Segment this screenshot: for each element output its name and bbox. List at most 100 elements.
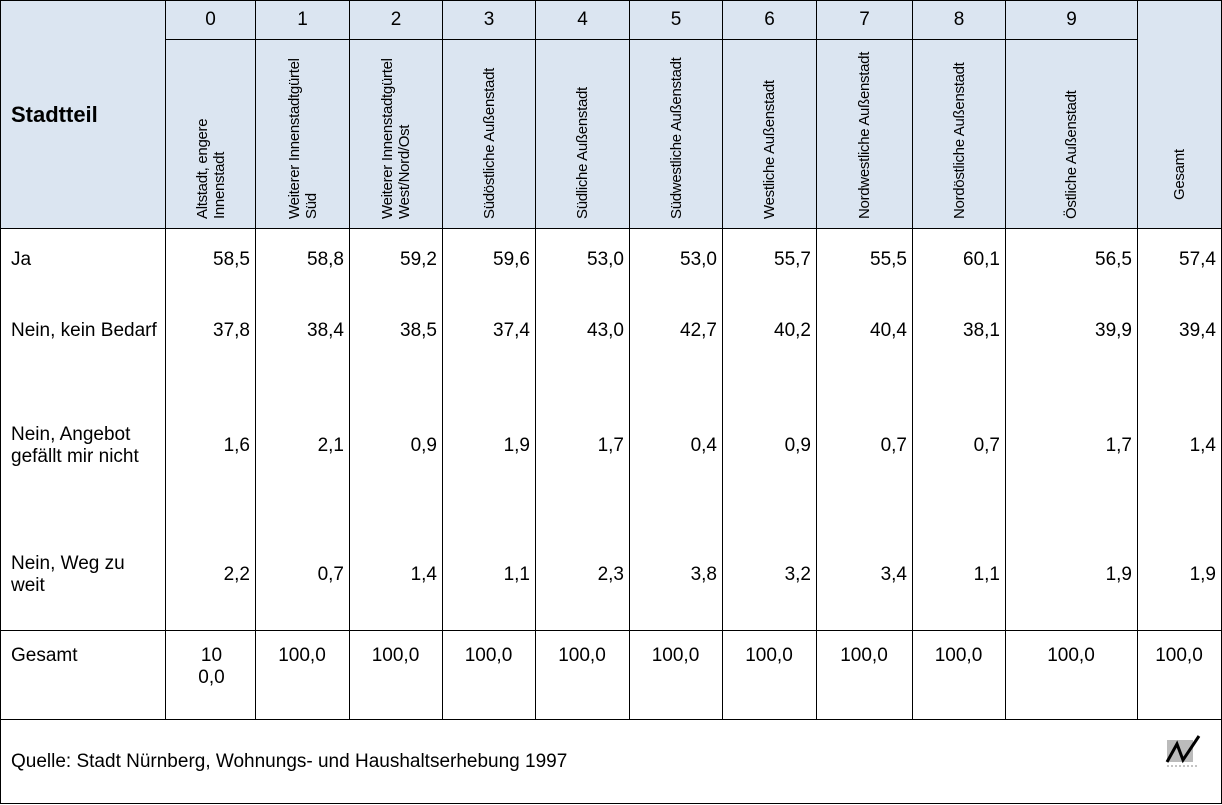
column-label-text: Altstadt, engere Innenstadt <box>193 118 228 219</box>
cell: 38,1 <box>912 290 1006 371</box>
cell: 39,9 <box>1005 290 1138 371</box>
column-label-text: Südwestliche Außenstadt <box>667 57 685 219</box>
cell: 40,4 <box>816 290 913 371</box>
header-row: Stadtteil 0 1 2 3 4 5 6 7 8 9 Gesamt <box>0 0 1222 229</box>
cell: 1,1 <box>442 520 536 631</box>
cell: 1,9 <box>1005 520 1138 631</box>
cell: 60,1 <box>912 228 1006 291</box>
column-label-text: Südöstliche Außenstadt <box>480 67 498 219</box>
total-row: Gesamt 100,0 100,0 100,0 100,0 100,0 100,0 100,… <box>0 630 1222 720</box>
cell: 0,7 <box>816 370 913 521</box>
cell: 3,8 <box>629 520 723 631</box>
cell: 2,2 <box>165 520 256 631</box>
cell: 58,8 <box>255 228 350 291</box>
data-row: Nein, Angebot gefällt mir nicht 1,6 2,1 0,9… <box>0 370 1222 521</box>
column-label: Westliche Außenstadt <box>722 39 817 229</box>
header-row: Altstadt, engere Innenstadt Weiterer Inne… <box>1 39 1222 229</box>
column-number: 8 <box>912 0 1006 40</box>
column-label-text: Nordöstliche Außenstadt <box>950 62 968 219</box>
row-label: Ja <box>0 228 166 291</box>
total-header: Gesamt <box>1137 0 1222 229</box>
column-number: 5 <box>629 0 723 40</box>
column-number: 1 <box>255 0 350 40</box>
column-label: Südwestliche Außenstadt <box>629 39 723 229</box>
row-label: Nein, kein Bedarf <box>0 290 166 371</box>
cell: 37,4 <box>442 290 536 371</box>
column-number: 4 <box>535 0 630 40</box>
cell: 1,1 <box>912 520 1006 631</box>
cell: 0,7 <box>912 370 1006 521</box>
cell: 1,4 <box>349 520 443 631</box>
row-header: Stadtteil <box>0 0 166 229</box>
cell: 100,0 <box>442 630 536 720</box>
row-label: Gesamt <box>0 630 166 720</box>
data-row: Nein, Weg zu weit 2,2 0,7 1,4 1,1 2,3 3,8 3,2 3,… <box>0 520 1222 631</box>
cell: 100,0 <box>912 630 1006 720</box>
cell: 100,0 <box>535 630 630 720</box>
cell: 3,2 <box>722 520 817 631</box>
cell: 40,2 <box>722 290 817 371</box>
cell: 2,3 <box>535 520 630 631</box>
cell: 56,5 <box>1005 228 1138 291</box>
cell: 1,7 <box>1005 370 1138 521</box>
cell: 55,5 <box>816 228 913 291</box>
cell: 100,0 <box>816 630 913 720</box>
cell: 3,4 <box>816 520 913 631</box>
cell: 1,9 <box>442 370 536 521</box>
column-label-text: Südliche Außenstadt <box>574 87 591 219</box>
cell: 100,0 <box>1005 630 1138 720</box>
cell: 100,0 <box>349 630 443 720</box>
cell: 100,0 <box>1137 630 1222 720</box>
cell: 55,7 <box>722 228 817 291</box>
cell: 100,0 <box>255 630 350 720</box>
cell: 57,4 <box>1137 228 1222 291</box>
cell: 100,0 <box>629 630 723 720</box>
column-label-text: Weiterer Innenstadtgürtel Süd <box>285 58 320 219</box>
column-number: 7 <box>816 0 913 40</box>
column-label: Südöstliche Außenstadt <box>442 39 536 229</box>
column-number: 3 <box>442 0 536 40</box>
column-number: 2 <box>349 0 443 40</box>
column-label: Südliche Außenstadt <box>535 39 630 229</box>
logo-icon <box>1165 735 1201 767</box>
column-label: Weiterer Innenstadtgürtel West/Nord/Ost <box>349 39 443 229</box>
column-number: 0 <box>165 0 256 40</box>
column-label: Nordwestliche Außenstadt <box>816 39 913 229</box>
row-label: Nein, Weg zu weit <box>0 520 166 631</box>
cell: 43,0 <box>535 290 630 371</box>
cell: 42,7 <box>629 290 723 371</box>
cell: 1,7 <box>535 370 630 521</box>
cell: 53,0 <box>535 228 630 291</box>
column-number: 6 <box>722 0 817 40</box>
cell: 38,4 <box>255 290 350 371</box>
column-label-text: Westliche Außenstadt <box>761 80 778 219</box>
cell: 59,2 <box>349 228 443 291</box>
total-header-text: Gesamt <box>1171 148 1188 200</box>
cell: 1,4 <box>1137 370 1222 521</box>
column-label-text: Nordwestliche Außenstadt <box>856 51 873 219</box>
column-label: Nordöstliche Außenstadt <box>912 39 1006 229</box>
cell: 0,9 <box>722 370 817 521</box>
cell: 38,5 <box>349 290 443 371</box>
column-label-text: Östliche Außenstadt <box>1063 90 1080 219</box>
column-label-text: Weiterer Innenstadtgürtel West/Nord/Ost <box>379 58 413 219</box>
cell: 37,8 <box>165 290 256 371</box>
data-row: Nein, kein Bedarf 37,8 38,4 38,5 37,4 43,0 42,… <box>0 290 1222 371</box>
column-label: Altstadt, engere Innenstadt <box>165 39 256 229</box>
cell: 100,0 <box>722 630 817 720</box>
cell: 0,7 <box>255 520 350 631</box>
cell: 1,9 <box>1137 520 1222 631</box>
cell: 58,5 <box>165 228 256 291</box>
cell: 0,4 <box>629 370 723 521</box>
cell: 53,0 <box>629 228 723 291</box>
cell: 100,0 <box>165 630 256 720</box>
cell: 0,9 <box>349 370 443 521</box>
cell: 1,6 <box>165 370 256 521</box>
cell: 2,1 <box>255 370 350 521</box>
cell: 59,6 <box>442 228 536 291</box>
column-label: Östliche Außenstadt <box>1005 39 1138 229</box>
source-text: Quelle: Stadt Nürnberg, Wohnungs- und Ha… <box>11 750 568 772</box>
column-number: 9 <box>1005 0 1138 40</box>
